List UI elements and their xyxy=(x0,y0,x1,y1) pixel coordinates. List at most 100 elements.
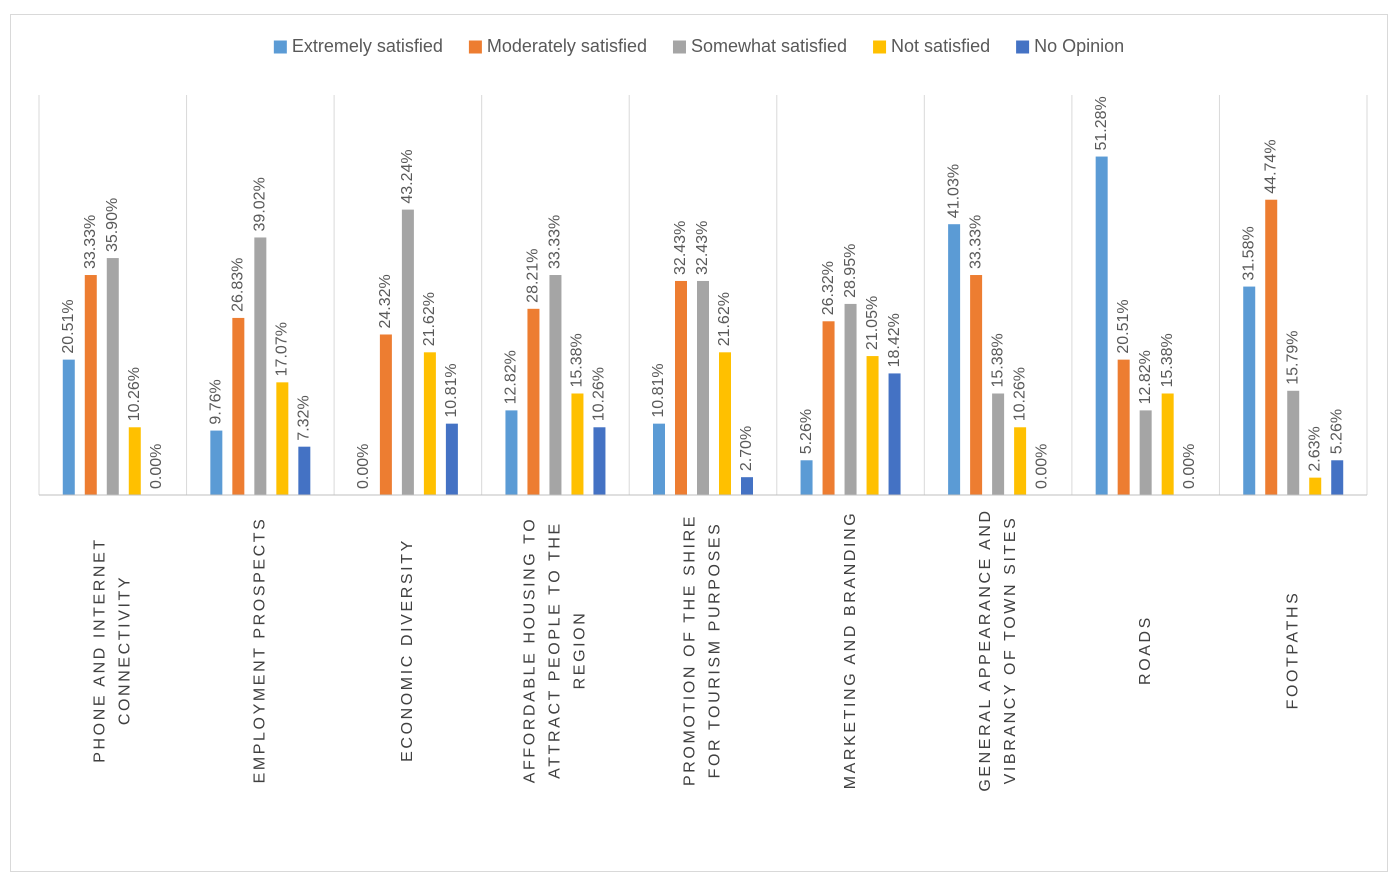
bar-somewhat-satisfied-7 xyxy=(992,393,1005,495)
data-label: 2.70% xyxy=(738,426,755,471)
data-label: 28.21% xyxy=(525,249,542,303)
bar-no-opinion-2 xyxy=(298,446,311,495)
bar-extremely-satisfied-6 xyxy=(800,460,813,495)
legend-item-no-opinion: No Opinion xyxy=(1034,36,1124,56)
category-label: GENERAL APPEARANCE AND xyxy=(977,508,994,791)
data-label: 2.63% xyxy=(1306,426,1323,471)
bar-extremely-satisfied-5 xyxy=(653,423,665,495)
bar-somewhat-satisfied-2 xyxy=(254,237,267,495)
bar-moderately-satisfied-5 xyxy=(675,280,687,495)
bar-not-satisfied-2 xyxy=(276,382,289,495)
data-label: 24.32% xyxy=(377,274,394,328)
data-label: 26.32% xyxy=(820,261,837,315)
legend-item-extremely-satisfied: Extremely satisfied xyxy=(292,36,443,56)
bar-not-satisfied-1 xyxy=(128,427,141,495)
category-label: AFFORDABLE HOUSING TO xyxy=(522,517,539,784)
data-label: 5.26% xyxy=(798,409,815,454)
bar-somewhat-satisfied-4 xyxy=(549,275,562,495)
data-label: 5.26% xyxy=(1328,409,1345,454)
data-labels: 20.51% 33.33% 35.90% 10.26% 0.00% 9.76% 26.83%… xyxy=(60,96,1345,489)
category-label: FOR TOURISM PURPOSES xyxy=(707,522,724,779)
legend-item-moderately-satisfied: Moderately satisfied xyxy=(487,36,647,56)
bar-somewhat-satisfied-6 xyxy=(844,303,857,495)
data-label: 10.81% xyxy=(443,363,460,417)
data-label: 51.28% xyxy=(1093,96,1110,150)
bar-no-opinion-6 xyxy=(888,373,901,495)
category-label: PHONE AND INTERNET xyxy=(91,537,108,763)
data-label: 10.26% xyxy=(126,367,143,421)
category-label: MARKETING AND BRANDING xyxy=(842,511,859,790)
legend-item-not-satisfied: Not satisfied xyxy=(891,36,990,56)
data-label: 18.42% xyxy=(886,313,903,367)
category-label: ECONOMIC DIVERSITY xyxy=(399,538,416,762)
bar-not-satisfied-5 xyxy=(719,352,731,495)
data-label: 35.90% xyxy=(104,198,121,252)
data-label: 20.51% xyxy=(60,299,77,353)
legend-swatch-extremely-satisfied xyxy=(273,40,287,54)
data-label: 33.33% xyxy=(82,215,99,269)
data-label: 12.82% xyxy=(503,350,520,404)
bar-not-satisfied-3 xyxy=(423,352,436,495)
bar-somewhat-satisfied-9 xyxy=(1287,390,1300,495)
data-label: 32.43% xyxy=(694,221,711,275)
data-label: 10.26% xyxy=(591,367,608,421)
category-label: ATTRACT PEOPLE TO THE xyxy=(547,521,564,779)
data-label: 41.03% xyxy=(945,164,962,218)
chart-frame: 20.51% 33.33% 35.90% 10.26% 0.00% 9.76% 26.83%… xyxy=(10,14,1388,872)
bar-extremely-satisfied-1 xyxy=(62,359,75,495)
data-label: 44.74% xyxy=(1262,139,1279,193)
data-label: 39.02% xyxy=(252,177,269,231)
category-label: VIBRANCY OF TOWN SITES xyxy=(1002,516,1019,785)
data-label: 0.00% xyxy=(355,444,372,489)
bar-moderately-satisfied-8 xyxy=(1117,359,1130,495)
gridlines xyxy=(38,95,1368,495)
bar-somewhat-satisfied-8 xyxy=(1139,410,1152,495)
data-label: 33.33% xyxy=(967,215,984,269)
bar-chart: 20.51% 33.33% 35.90% 10.26% 0.00% 9.76% 26.83%… xyxy=(38,36,1368,792)
legend: Extremely satisfied Moderately satisfied S… xyxy=(273,36,1124,56)
category-labels: PHONE AND INTERNET CONNECTIVITY EMPLOYMENT… xyxy=(91,508,1301,791)
bar-moderately-satisfied-4 xyxy=(527,308,540,495)
bar-somewhat-satisfied-3 xyxy=(401,209,414,495)
bar-not-satisfied-4 xyxy=(571,393,584,495)
data-label: 20.51% xyxy=(1115,299,1132,353)
bar-somewhat-satisfied-1 xyxy=(106,258,119,495)
data-label: 7.32% xyxy=(296,395,313,440)
data-label: 15.38% xyxy=(989,333,1006,387)
data-label: 15.38% xyxy=(1159,333,1176,387)
bar-not-satisfied-7 xyxy=(1014,427,1027,495)
bars xyxy=(62,156,1344,495)
data-label: 10.26% xyxy=(1011,367,1028,421)
legend-swatch-somewhat-satisfied xyxy=(672,40,686,54)
legend-swatch-moderately-satisfied xyxy=(468,40,482,54)
bar-moderately-satisfied-3 xyxy=(379,334,392,495)
data-label: 32.43% xyxy=(672,221,689,275)
category-label: FOOTPATHS xyxy=(1284,591,1301,710)
data-label: 0.00% xyxy=(1033,444,1050,489)
bar-moderately-satisfied-6 xyxy=(822,321,835,495)
data-label: 21.62% xyxy=(421,292,438,346)
bar-moderately-satisfied-9 xyxy=(1265,199,1278,495)
data-label: 21.05% xyxy=(864,296,881,350)
data-label: 15.38% xyxy=(569,333,586,387)
data-label: 26.83% xyxy=(230,258,247,312)
bar-extremely-satisfied-2 xyxy=(210,430,223,495)
bar-not-satisfied-8 xyxy=(1161,393,1174,495)
data-label: 28.95% xyxy=(842,244,859,298)
bar-extremely-satisfied-4 xyxy=(505,410,518,495)
bar-moderately-satisfied-2 xyxy=(232,317,245,495)
legend-item-somewhat-satisfied: Somewhat satisfied xyxy=(691,36,847,56)
category-label: CONNECTIVITY xyxy=(116,575,133,725)
data-label: 31.58% xyxy=(1240,226,1257,280)
bar-moderately-satisfied-1 xyxy=(84,275,97,495)
bar-extremely-satisfied-7 xyxy=(948,224,961,495)
bar-not-satisfied-6 xyxy=(866,356,879,495)
category-label: EMPLOYMENT PROSPECTS xyxy=(252,517,269,784)
data-label: 0.00% xyxy=(1181,444,1198,489)
bar-not-satisfied-9 xyxy=(1309,477,1322,495)
legend-swatch-not-satisfied xyxy=(873,40,887,54)
data-label: 21.62% xyxy=(716,292,733,346)
bar-moderately-satisfied-7 xyxy=(970,275,983,495)
bar-extremely-satisfied-9 xyxy=(1243,286,1256,495)
data-label: 9.76% xyxy=(208,379,225,424)
